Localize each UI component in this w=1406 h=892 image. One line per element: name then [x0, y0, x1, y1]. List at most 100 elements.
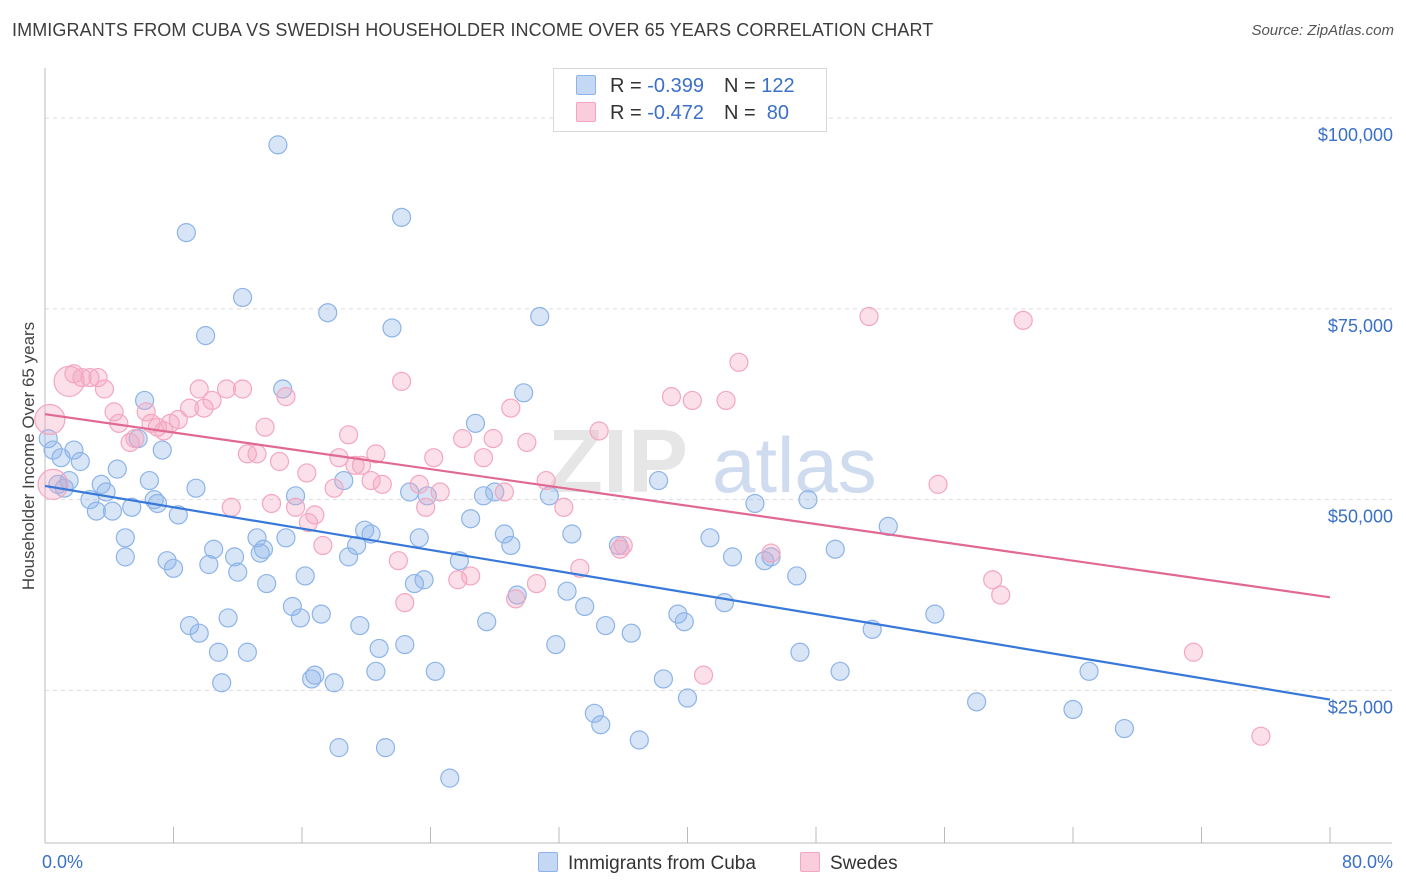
cuba-point — [485, 482, 505, 502]
cuba-point — [653, 669, 674, 689]
cuba-point — [86, 501, 107, 521]
cuba-point — [334, 470, 354, 491]
swedes-point — [297, 463, 317, 483]
swedes-point — [372, 474, 392, 494]
swedes-point — [361, 470, 381, 491]
cuba-point — [465, 413, 486, 433]
swedes-point — [37, 468, 69, 500]
cuba-point — [276, 528, 296, 548]
cuba-point — [107, 459, 127, 479]
swedes-trend-line — [44, 413, 1331, 599]
cuba-legend-swatch-icon — [538, 852, 558, 872]
cuba-point — [461, 509, 481, 529]
cuba-point — [163, 558, 184, 578]
swedes-point — [448, 570, 468, 590]
legend-label-swedes: Swedes — [830, 853, 898, 874]
cuba-point — [157, 551, 177, 571]
cuba-point — [43, 440, 63, 460]
cuba-point — [714, 593, 735, 613]
cuba-point — [745, 493, 765, 514]
chart-title: IMMIGRANTS FROM CUBA VS SWEDISH HOUSEHOL… — [12, 20, 934, 40]
cuba-point — [305, 665, 325, 685]
swedes-point — [554, 497, 574, 517]
y-tick-label: $50,000 — [1328, 507, 1393, 527]
swedes-point — [1183, 642, 1204, 662]
cuba-point — [268, 135, 288, 155]
swedes-point — [859, 306, 879, 327]
cuba-point — [189, 623, 209, 643]
swedes-point — [693, 665, 714, 685]
swedes-point — [1251, 726, 1271, 746]
legend-row-cuba: R = -0.399 N = 122 — [576, 75, 795, 99]
swedes-point — [261, 493, 282, 514]
cuba-point — [366, 661, 386, 681]
y-tick-label: $75,000 — [1328, 316, 1393, 336]
swedes-point — [729, 352, 749, 372]
cuba-point — [115, 547, 135, 567]
swedes-point — [682, 390, 702, 411]
watermark-zip: ZIP — [548, 412, 688, 512]
cuba-point — [790, 642, 810, 662]
legend-item-cuba[interactable]: Immigrants from Cuba — [538, 852, 756, 875]
cuba-point — [668, 604, 688, 624]
cuba-point — [318, 303, 338, 323]
swedes-point — [517, 432, 537, 453]
watermark: ZIP atlas — [548, 412, 877, 512]
cuba-point — [232, 287, 253, 308]
cuba-point — [700, 528, 720, 548]
cuba-point — [295, 566, 315, 586]
cuba-point — [212, 673, 232, 693]
cuba-point — [1063, 699, 1083, 720]
swedes-point — [125, 429, 145, 449]
swedes-point — [269, 451, 290, 472]
swedes-point — [305, 505, 325, 525]
swedes-point — [216, 379, 237, 399]
swedes-point — [276, 387, 296, 407]
cuba-point — [196, 326, 216, 346]
swedes-point — [189, 379, 209, 399]
swedes-point — [991, 585, 1011, 605]
cuba-point — [557, 581, 577, 601]
series-swedes-points — [34, 306, 1271, 746]
cuba-point — [257, 573, 277, 594]
cuba-point — [629, 730, 649, 750]
cuba-point — [546, 635, 566, 655]
cuba-point — [253, 539, 274, 559]
cuba-trend-line — [44, 484, 1331, 701]
cuba-point — [404, 573, 425, 594]
cuba-point — [218, 608, 238, 628]
swedes-point — [613, 535, 633, 556]
cuba-point — [501, 535, 521, 556]
swedes-point — [483, 429, 503, 449]
cuba-point — [347, 535, 367, 556]
swedes-point — [94, 379, 115, 399]
legend-item-swedes[interactable]: Swedes — [800, 852, 898, 875]
x-tick-label: 0.0% — [42, 852, 83, 872]
cuba-point — [595, 615, 616, 636]
cuba-point — [440, 768, 460, 788]
swedes-point — [506, 589, 526, 609]
swedes-point — [983, 570, 1003, 590]
swedes-point — [324, 478, 344, 498]
n-label: N = — [723, 102, 762, 124]
swedes-point — [716, 390, 736, 411]
trend-lines — [44, 413, 1331, 701]
cuba-point — [70, 451, 90, 472]
cuba-point — [674, 612, 694, 632]
cuba-point — [925, 604, 945, 624]
cuba-point — [562, 524, 582, 544]
y-axis-title: Householder Income Over 65 years — [19, 322, 38, 590]
swedes-point — [194, 398, 214, 418]
stats-legend: R = -0.399 N = 122 R = -0.472 N = 80 — [553, 68, 827, 132]
cuba-point — [825, 539, 845, 559]
source-label: Source: ZipAtlas.com — [1251, 22, 1394, 39]
cuba-point — [285, 486, 306, 506]
swedes-point — [313, 535, 333, 556]
swedes-point — [80, 367, 100, 388]
cuba-point — [830, 661, 850, 681]
y-tick-label: $25,000 — [1328, 697, 1393, 717]
cuba-point — [64, 440, 84, 460]
cuba-point — [179, 615, 200, 636]
swedes-point — [570, 558, 590, 578]
swedes-point — [453, 429, 473, 449]
